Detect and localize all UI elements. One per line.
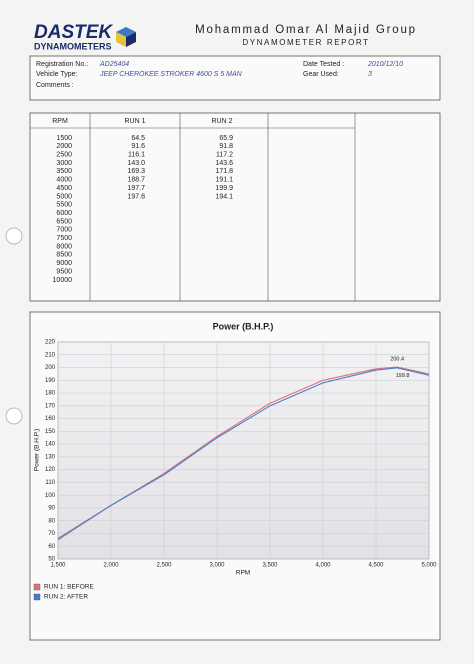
table-header: RUN 2: [211, 118, 232, 125]
x-tick-label: 5,000: [421, 563, 437, 569]
table-cell: 5000: [56, 193, 72, 200]
table-cell: 143.6: [215, 160, 233, 167]
y-tick-label: 120: [45, 467, 56, 473]
x-tick-label: 1,500: [50, 563, 66, 569]
table-cell: 5500: [56, 202, 72, 209]
x-tick-label: 3,000: [209, 563, 225, 569]
x-tick-label: 4,500: [368, 563, 384, 569]
y-tick-label: 210: [45, 352, 56, 358]
table-cell: 7500: [56, 235, 72, 242]
table-cell: 3500: [56, 168, 72, 175]
table-cell: 197.7: [127, 185, 145, 192]
table-box: [29, 112, 441, 302]
table-cell: 117.2: [216, 152, 233, 159]
table-cell: 169.3: [127, 168, 145, 175]
punch-hole: [5, 227, 23, 245]
table-cell: 2000: [56, 143, 72, 150]
y-tick-label: 100: [45, 493, 56, 499]
y-tick-label: 70: [48, 531, 55, 537]
table-header: RPM: [52, 118, 68, 125]
table-cell: 8000: [56, 243, 72, 250]
info-label: Date Tested :: [303, 61, 344, 68]
y-tick-label: 170: [45, 403, 56, 409]
info-value: 3: [368, 71, 372, 78]
table-cell: 10000: [53, 277, 73, 284]
info-value: 2010/12/10: [367, 61, 403, 68]
report-subtitle: DYNAMOMETER REPORT: [242, 38, 369, 47]
logo: DASTEK: [34, 22, 113, 43]
logo-icon: [116, 27, 136, 47]
table-cell: 65.9: [219, 135, 233, 142]
x-tick-label: 4,000: [315, 563, 331, 569]
info-label: Gear Used:: [303, 71, 339, 78]
y-tick-label: 140: [45, 442, 56, 448]
legend-swatch: [33, 593, 41, 601]
series-line: [57, 367, 430, 540]
y-tick-label: 160: [45, 416, 56, 422]
table-header: RUN 1: [124, 118, 145, 125]
table-cell: 9000: [56, 260, 72, 267]
y-tick-label: 80: [48, 518, 55, 524]
info-label: Vehicle Type:: [36, 71, 78, 78]
info-value: JEEP CHEROKEE STROKER 4600 S 5 MAN: [99, 71, 243, 78]
info-value: AD25404: [99, 61, 129, 68]
y-tick-label: 50: [48, 557, 55, 563]
info-label: Comments :: [36, 82, 74, 89]
x-tick-label: 2,500: [156, 563, 172, 569]
table-cell: 143.0: [127, 160, 145, 167]
table-cell: 6500: [56, 218, 72, 225]
table-cell: 2500: [56, 152, 72, 159]
table-cell: 194.1: [215, 193, 233, 200]
table-cell: 3000: [56, 160, 72, 167]
legend-swatch: [33, 583, 41, 591]
y-tick-label: 200: [45, 365, 56, 371]
table-cell: 116.1: [128, 152, 145, 159]
y-axis-label: Power (B.H.P.): [34, 429, 41, 472]
table-cell: 91.8: [219, 143, 233, 150]
y-tick-label: 130: [45, 454, 56, 460]
table-cell: 91.6: [131, 143, 145, 150]
legend-label: RUN 2: AFTER: [44, 594, 88, 601]
table-cell: 4500: [56, 185, 72, 192]
punch-hole: [5, 407, 23, 425]
plot-area: [57, 341, 430, 560]
info-label: Registration No.:: [36, 61, 88, 68]
y-tick-label: 60: [48, 544, 55, 550]
table-cell: 188.7: [127, 177, 145, 184]
y-tick-label: 220: [45, 340, 56, 346]
x-axis-label: RPM: [236, 570, 250, 577]
table-cell: 197.8: [127, 193, 145, 200]
info-box: [29, 55, 441, 101]
y-tick-label: 150: [45, 429, 56, 435]
y-tick-label: 180: [45, 391, 56, 397]
table-cell: 9500: [56, 268, 72, 275]
peak-label: 199.8: [396, 373, 410, 379]
table-cell: 8500: [56, 252, 72, 259]
x-tick-label: 2,000: [103, 563, 119, 569]
table-cell: 4000: [56, 177, 72, 184]
table-cell: 199.9: [215, 185, 233, 192]
peak-label: 200.4: [390, 356, 404, 362]
table-cell: 6000: [56, 210, 72, 217]
y-tick-label: 110: [45, 480, 55, 486]
table-cell: 171.8: [215, 168, 233, 175]
logo-sub: DYNAMOMETERS: [34, 41, 112, 51]
company-title: Mohammad Omar Al Majid Group: [195, 24, 417, 36]
chart-title: Power (B.H.P.): [213, 321, 274, 331]
y-tick-label: 90: [48, 506, 55, 512]
y-tick-label: 190: [45, 378, 56, 384]
table-cell: 1500: [56, 135, 72, 142]
legend-label: RUN 1: BEFORE: [44, 584, 95, 591]
table-cell: 64.5: [131, 135, 145, 142]
table-cell: 191.1: [215, 177, 233, 184]
table-cell: 7000: [56, 227, 72, 234]
x-tick-label: 3,500: [262, 563, 278, 569]
